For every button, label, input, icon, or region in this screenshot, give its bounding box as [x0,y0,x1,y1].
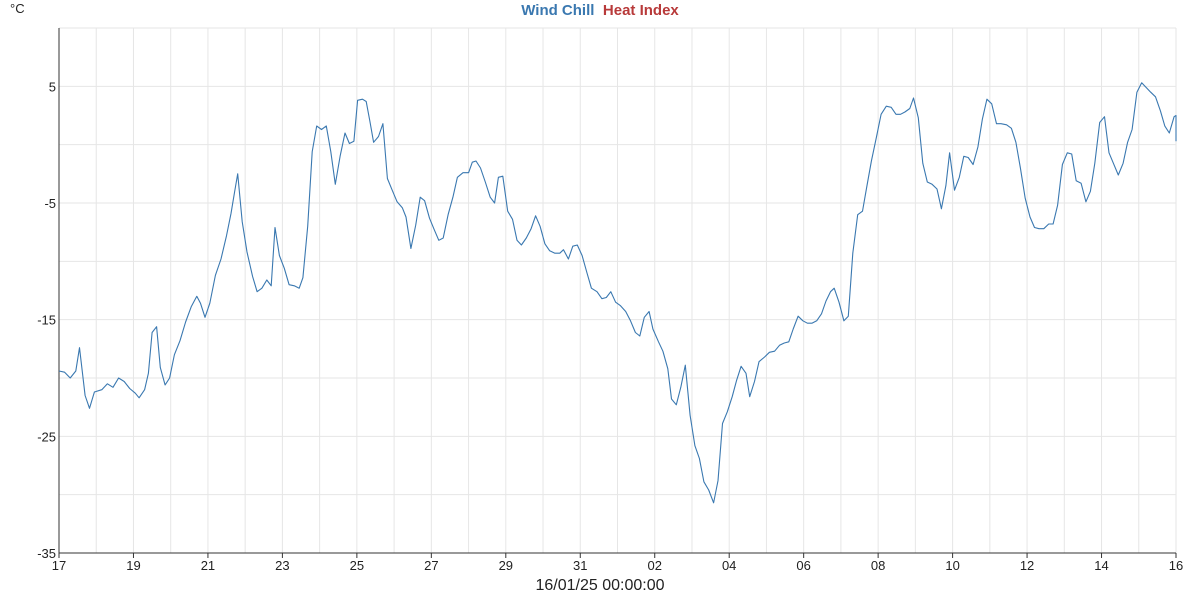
x-tick-label: 27 [424,558,438,573]
x-tick-label: 29 [499,558,513,573]
grid [58,27,1177,554]
x-tick-label: 16 [1169,558,1183,573]
x-tick-label: 21 [201,558,215,573]
y-tick-labels: 5 -5 -15 -25 -35 [37,79,56,561]
x-tick-label: 19 [126,558,140,573]
chart-unit-label: °C [10,1,25,16]
chart-title: Wind Chill Heat Index [521,2,679,19]
x-tick-label: 14 [1094,558,1108,573]
y-tick-label: 5 [49,79,56,94]
y-tick-label: -25 [37,429,56,444]
x-tick-label: 02 [647,558,661,573]
x-tick-label: 17 [52,558,66,573]
x-tick-label: 12 [1020,558,1034,573]
series-layer [58,82,1177,504]
x-axis-label: 16/01/25 00:00:00 [535,577,664,594]
x-tick-label: 23 [275,558,289,573]
x-tick-label: 08 [871,558,885,573]
series-line-wind-chill [58,82,1177,504]
x-tick-labels: 17 19 21 23 25 27 29 31 02 04 06 08 10 12 14 16 [52,553,1183,573]
x-tick-label: 10 [945,558,959,573]
y-tick-label: -5 [44,196,56,211]
axes [58,28,1176,554]
y-tick-label: -35 [37,546,56,561]
x-tick-label: 04 [722,558,736,573]
title-wind-chill[interactable]: Wind Chill [521,2,594,19]
x-tick-label: 06 [796,558,810,573]
y-tick-label: -15 [37,313,56,328]
x-tick-label: 31 [573,558,587,573]
x-tick-label: 25 [350,558,364,573]
title-heat-index[interactable]: Heat Index [603,2,680,19]
